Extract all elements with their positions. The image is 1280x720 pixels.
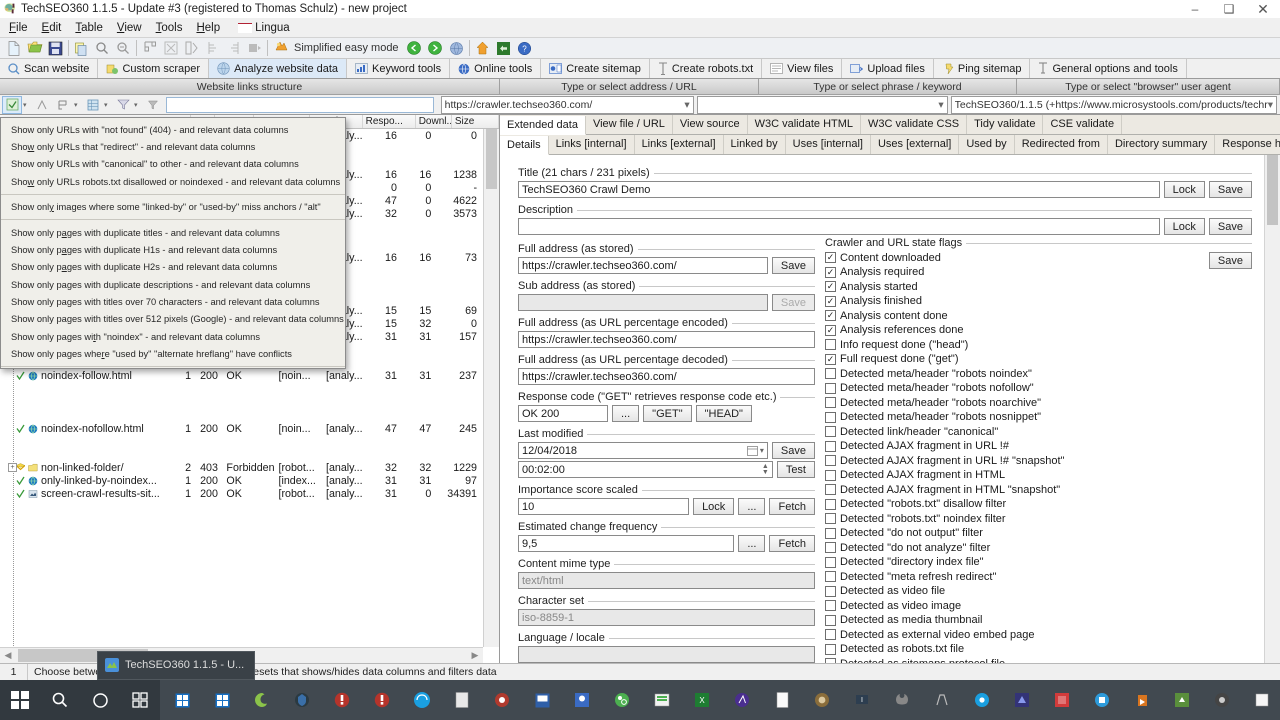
svg-text:X: X	[699, 696, 705, 705]
svg-text:?: ?	[522, 44, 527, 53]
svg-text:I: I	[861, 697, 863, 704]
